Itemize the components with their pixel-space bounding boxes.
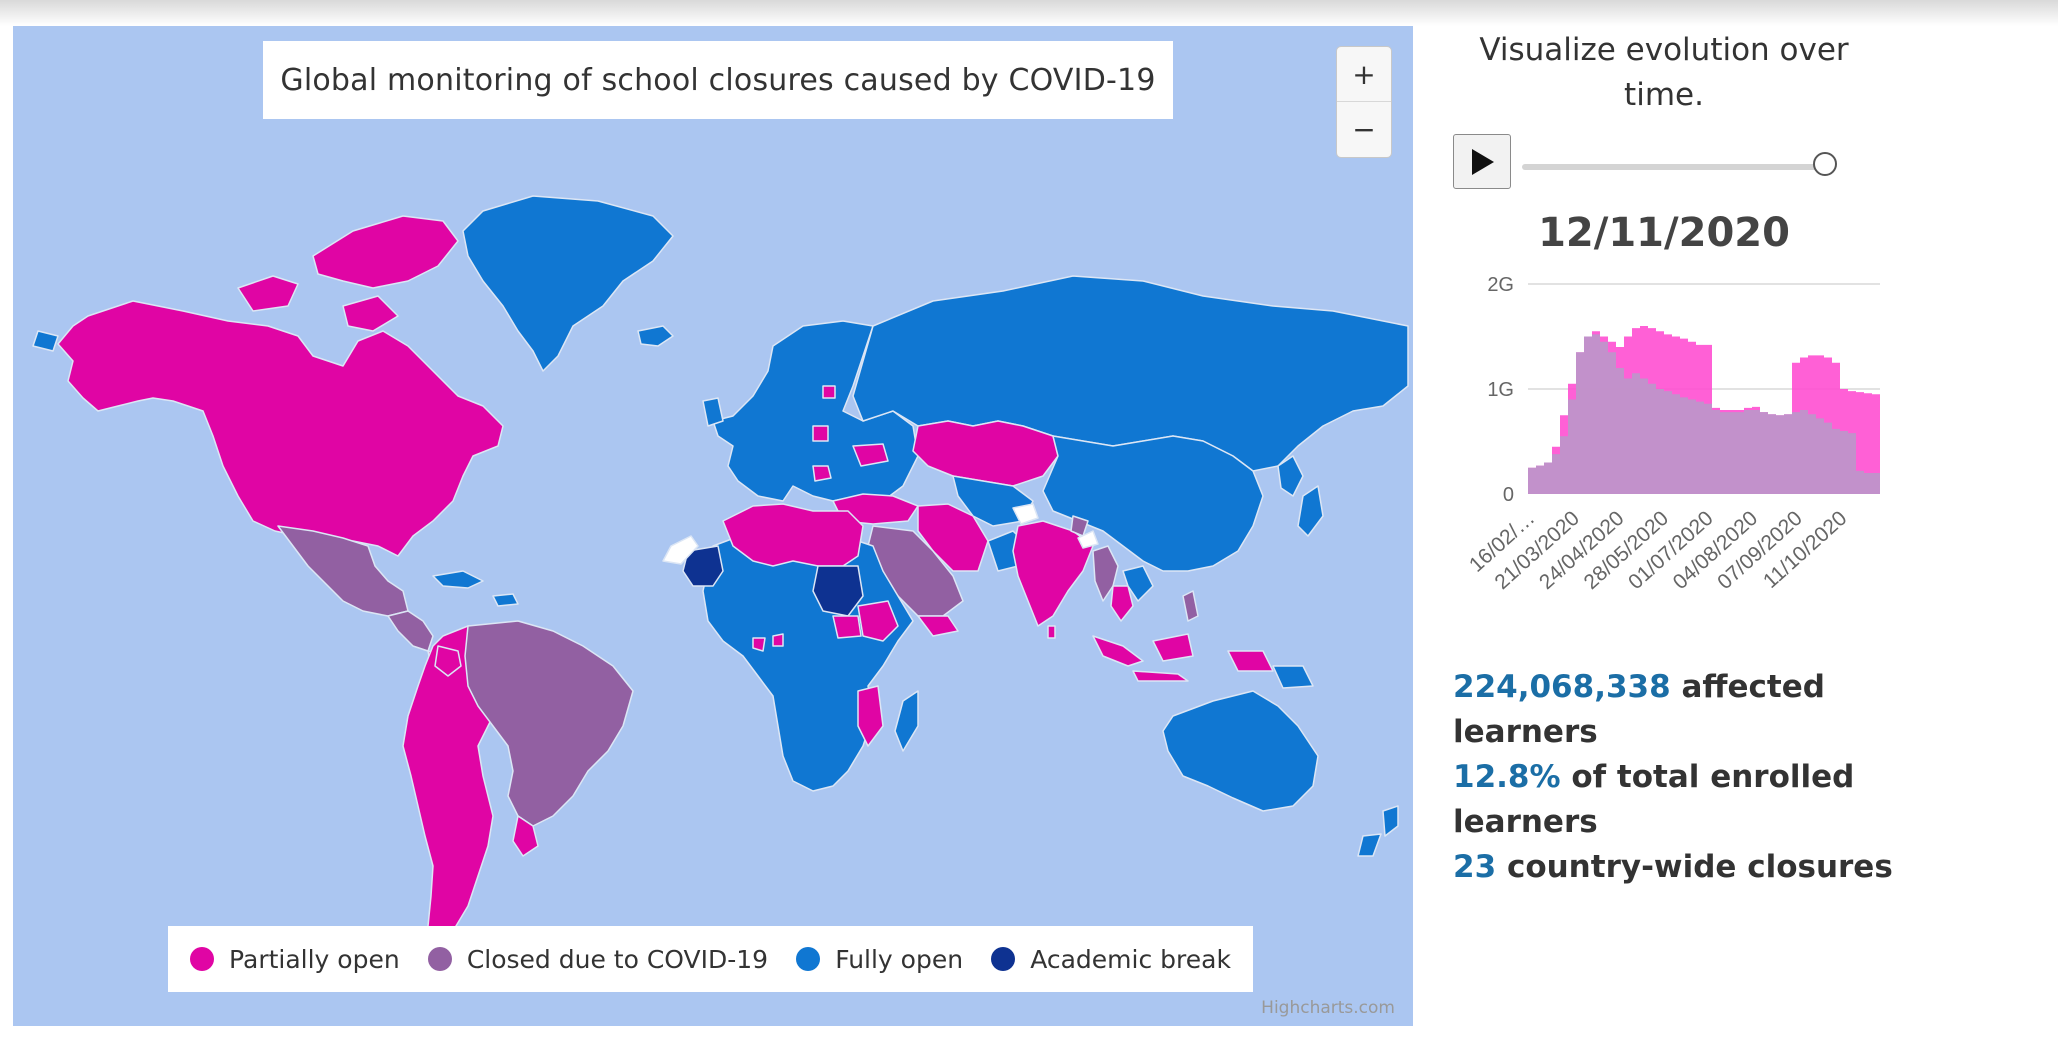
highcharts-credits[interactable]: Highcharts.com xyxy=(1261,998,1395,1018)
series-area[interactable] xyxy=(1528,334,1880,494)
window-top-shadow xyxy=(0,0,2058,26)
map-legend: Partially open Closed due to COVID-19 Fu… xyxy=(168,926,1253,992)
legend-label: Closed due to COVID-19 xyxy=(466,944,769,974)
legend-dot-icon xyxy=(796,947,821,971)
zoom-controls: + − xyxy=(1336,46,1392,158)
y-tick-label: 0 xyxy=(1503,484,1514,506)
legend-dot-icon xyxy=(190,947,215,971)
stat-percent: 12.8% of total enrolled learners xyxy=(1453,755,1893,845)
region-australia xyxy=(1162,690,1319,812)
affected-count: 224,068,338 xyxy=(1453,669,1671,705)
region-greenland xyxy=(462,195,674,372)
region-china xyxy=(1042,435,1264,572)
legend-label: Academic break xyxy=(1030,944,1231,974)
map-title: Global monitoring of school closures cau… xyxy=(263,41,1173,119)
play-button[interactable] xyxy=(1453,134,1511,189)
play-icon xyxy=(1472,148,1494,175)
region-africa xyxy=(702,530,914,792)
stats-summary: 224,068,338 affected learners 12.8% of t… xyxy=(1453,665,1893,890)
legend-label: Partially open xyxy=(229,944,400,974)
region-indonesia xyxy=(1092,635,1144,667)
stat-closures: 23 country-wide closures xyxy=(1453,845,1893,890)
region-thailand-cambodia xyxy=(1110,585,1134,622)
percent-value: 12.8% xyxy=(1453,759,1561,795)
timeline-heading: Visualize evolution over time. xyxy=(1479,32,1849,113)
percent-label: of total enrolled learners xyxy=(1453,759,1855,840)
closures-label: country-wide closures xyxy=(1506,849,1893,885)
current-date: 12/11/2020 xyxy=(1538,210,1790,256)
affected-learners-chart[interactable]: 01G2G16/02/…21/03/202024/04/202028/05/20… xyxy=(1440,262,1900,652)
legend-dot-icon xyxy=(991,947,1016,971)
region-north-america xyxy=(57,300,504,557)
legend-item-partially-open[interactable]: Partially open xyxy=(190,945,400,974)
legend-item-closed[interactable]: Closed due to COVID-19 xyxy=(427,944,769,974)
world-map-panel[interactable]: Global monitoring of school closures cau… xyxy=(13,26,1413,1026)
affected-label: affected learners xyxy=(1453,669,1825,750)
timeline-panel: Visualize evolution over time. 12/11/202… xyxy=(1440,0,2040,1000)
y-tick-label: 2G xyxy=(1487,274,1514,296)
timeline-slider-handle[interactable] xyxy=(1813,152,1837,176)
region-canada-islands xyxy=(312,215,459,289)
legend-label: Fully open xyxy=(835,944,964,974)
stat-affected: 224,068,338 affected learners xyxy=(1453,665,1893,755)
region-north-africa xyxy=(722,503,864,567)
world-map[interactable] xyxy=(13,26,1413,1026)
region-mauritania xyxy=(682,545,724,587)
zoom-out-button[interactable]: − xyxy=(1352,112,1376,146)
timeline-slider[interactable] xyxy=(1522,164,1825,170)
region-iran xyxy=(917,503,989,572)
region-brazil xyxy=(464,620,634,827)
legend-item-fully-open[interactable]: Fully open xyxy=(796,945,963,974)
legend-dot-icon xyxy=(427,947,452,971)
legend-item-academic-break[interactable]: Academic break xyxy=(991,945,1231,974)
closures-count: 23 xyxy=(1453,849,1497,885)
y-tick-label: 1G xyxy=(1487,379,1514,401)
region-kazakhstan xyxy=(912,420,1059,487)
region-india xyxy=(1012,520,1094,627)
zoom-in-button[interactable]: + xyxy=(1337,47,1391,102)
